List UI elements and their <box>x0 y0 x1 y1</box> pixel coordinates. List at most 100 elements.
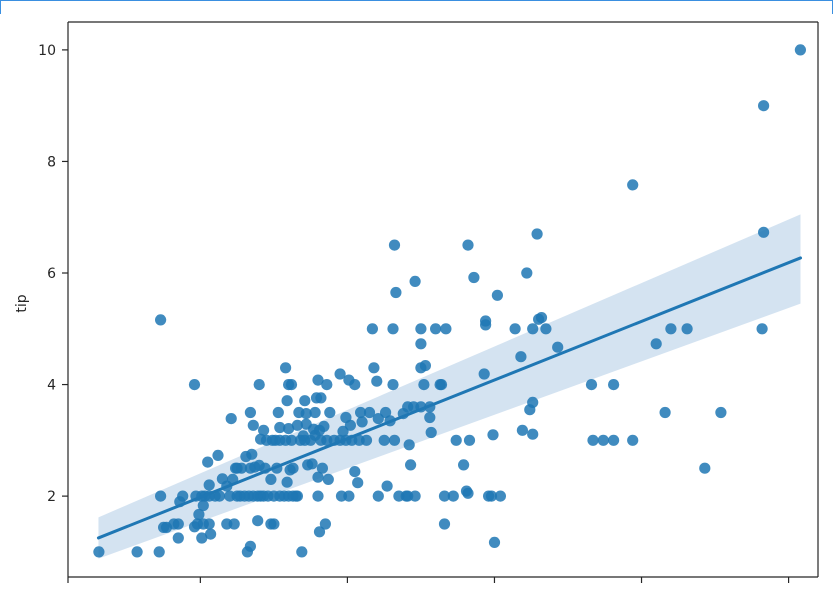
data-point <box>435 379 448 391</box>
data-point <box>462 239 474 251</box>
data-point <box>177 490 189 502</box>
regression-line-path <box>96 256 802 540</box>
data-point <box>608 434 620 446</box>
data-point <box>368 362 380 374</box>
data-point <box>300 408 312 420</box>
data-point <box>480 315 492 327</box>
data-point <box>478 368 490 380</box>
data-point <box>372 490 384 502</box>
data-point <box>758 226 770 238</box>
scatter-points <box>93 44 807 558</box>
data-point <box>312 374 324 386</box>
data-point <box>319 518 331 530</box>
data-point <box>203 479 215 491</box>
data-point <box>281 476 293 488</box>
data-point <box>363 406 376 419</box>
data-point <box>297 430 309 442</box>
data-point <box>552 341 564 353</box>
data-point <box>515 351 527 363</box>
data-point <box>188 521 201 533</box>
data-point <box>758 100 770 112</box>
data-point <box>527 428 539 440</box>
data-point <box>230 462 242 474</box>
data-point <box>349 466 361 478</box>
data-point <box>527 396 539 408</box>
data-point <box>280 362 292 374</box>
data-point <box>415 323 427 335</box>
data-point <box>756 323 768 335</box>
data-point <box>246 448 258 460</box>
data-point <box>312 490 324 502</box>
data-point <box>340 411 352 424</box>
data-point <box>283 423 295 435</box>
data-point <box>205 528 217 540</box>
data-point <box>213 490 226 502</box>
data-point <box>285 379 298 391</box>
data-point <box>418 379 430 391</box>
data-point <box>415 338 427 350</box>
data-point <box>699 462 711 474</box>
data-point <box>381 480 393 492</box>
y-tick-label: 4 <box>47 378 56 394</box>
data-point <box>516 424 529 436</box>
data-point <box>299 395 311 407</box>
data-point <box>172 532 184 544</box>
data-point <box>285 434 298 446</box>
y-tick-label: 6 <box>47 266 56 282</box>
data-point <box>244 540 256 552</box>
data-point <box>274 421 286 434</box>
data-point <box>487 429 499 441</box>
data-point <box>390 286 402 299</box>
data-point <box>244 406 256 419</box>
window-frame-edge <box>0 0 833 14</box>
y-tick-label: 2 <box>47 489 56 505</box>
data-point <box>281 395 293 407</box>
data-point <box>93 546 105 558</box>
data-point <box>438 518 451 530</box>
data-point <box>321 379 333 391</box>
data-point <box>650 338 662 350</box>
data-point <box>355 406 367 419</box>
data-point <box>197 500 209 512</box>
data-point <box>491 289 503 301</box>
data-point <box>424 411 436 424</box>
data-point <box>447 490 459 502</box>
data-point <box>488 536 501 549</box>
data-point <box>252 515 264 527</box>
data-point <box>196 532 208 544</box>
data-point <box>366 323 378 335</box>
data-point <box>371 375 383 387</box>
data-point <box>403 439 415 451</box>
data-point <box>343 490 355 502</box>
data-point <box>155 490 167 502</box>
y-tick-label: 8 <box>47 154 56 170</box>
data-point <box>212 449 224 461</box>
data-point <box>463 434 476 446</box>
data-point <box>509 323 521 335</box>
data-point <box>521 267 533 279</box>
data-point <box>265 473 277 485</box>
data-point <box>228 518 240 530</box>
data-point <box>425 426 437 439</box>
data-point <box>438 490 451 502</box>
data-point <box>168 518 180 530</box>
data-point <box>318 420 330 432</box>
data-point <box>193 508 205 521</box>
data-point <box>450 434 462 446</box>
data-point <box>202 456 214 468</box>
data-point <box>316 462 328 474</box>
data-point <box>533 313 545 325</box>
data-point <box>343 374 355 386</box>
data-point <box>155 314 167 326</box>
data-point <box>131 546 143 558</box>
data-point <box>419 360 431 372</box>
data-point <box>387 379 399 391</box>
data-point <box>380 406 392 419</box>
data-point <box>715 406 727 419</box>
data-point <box>296 546 308 558</box>
data-point <box>272 406 284 419</box>
data-point <box>290 490 302 502</box>
data-point <box>794 44 807 56</box>
data-point <box>597 434 609 446</box>
